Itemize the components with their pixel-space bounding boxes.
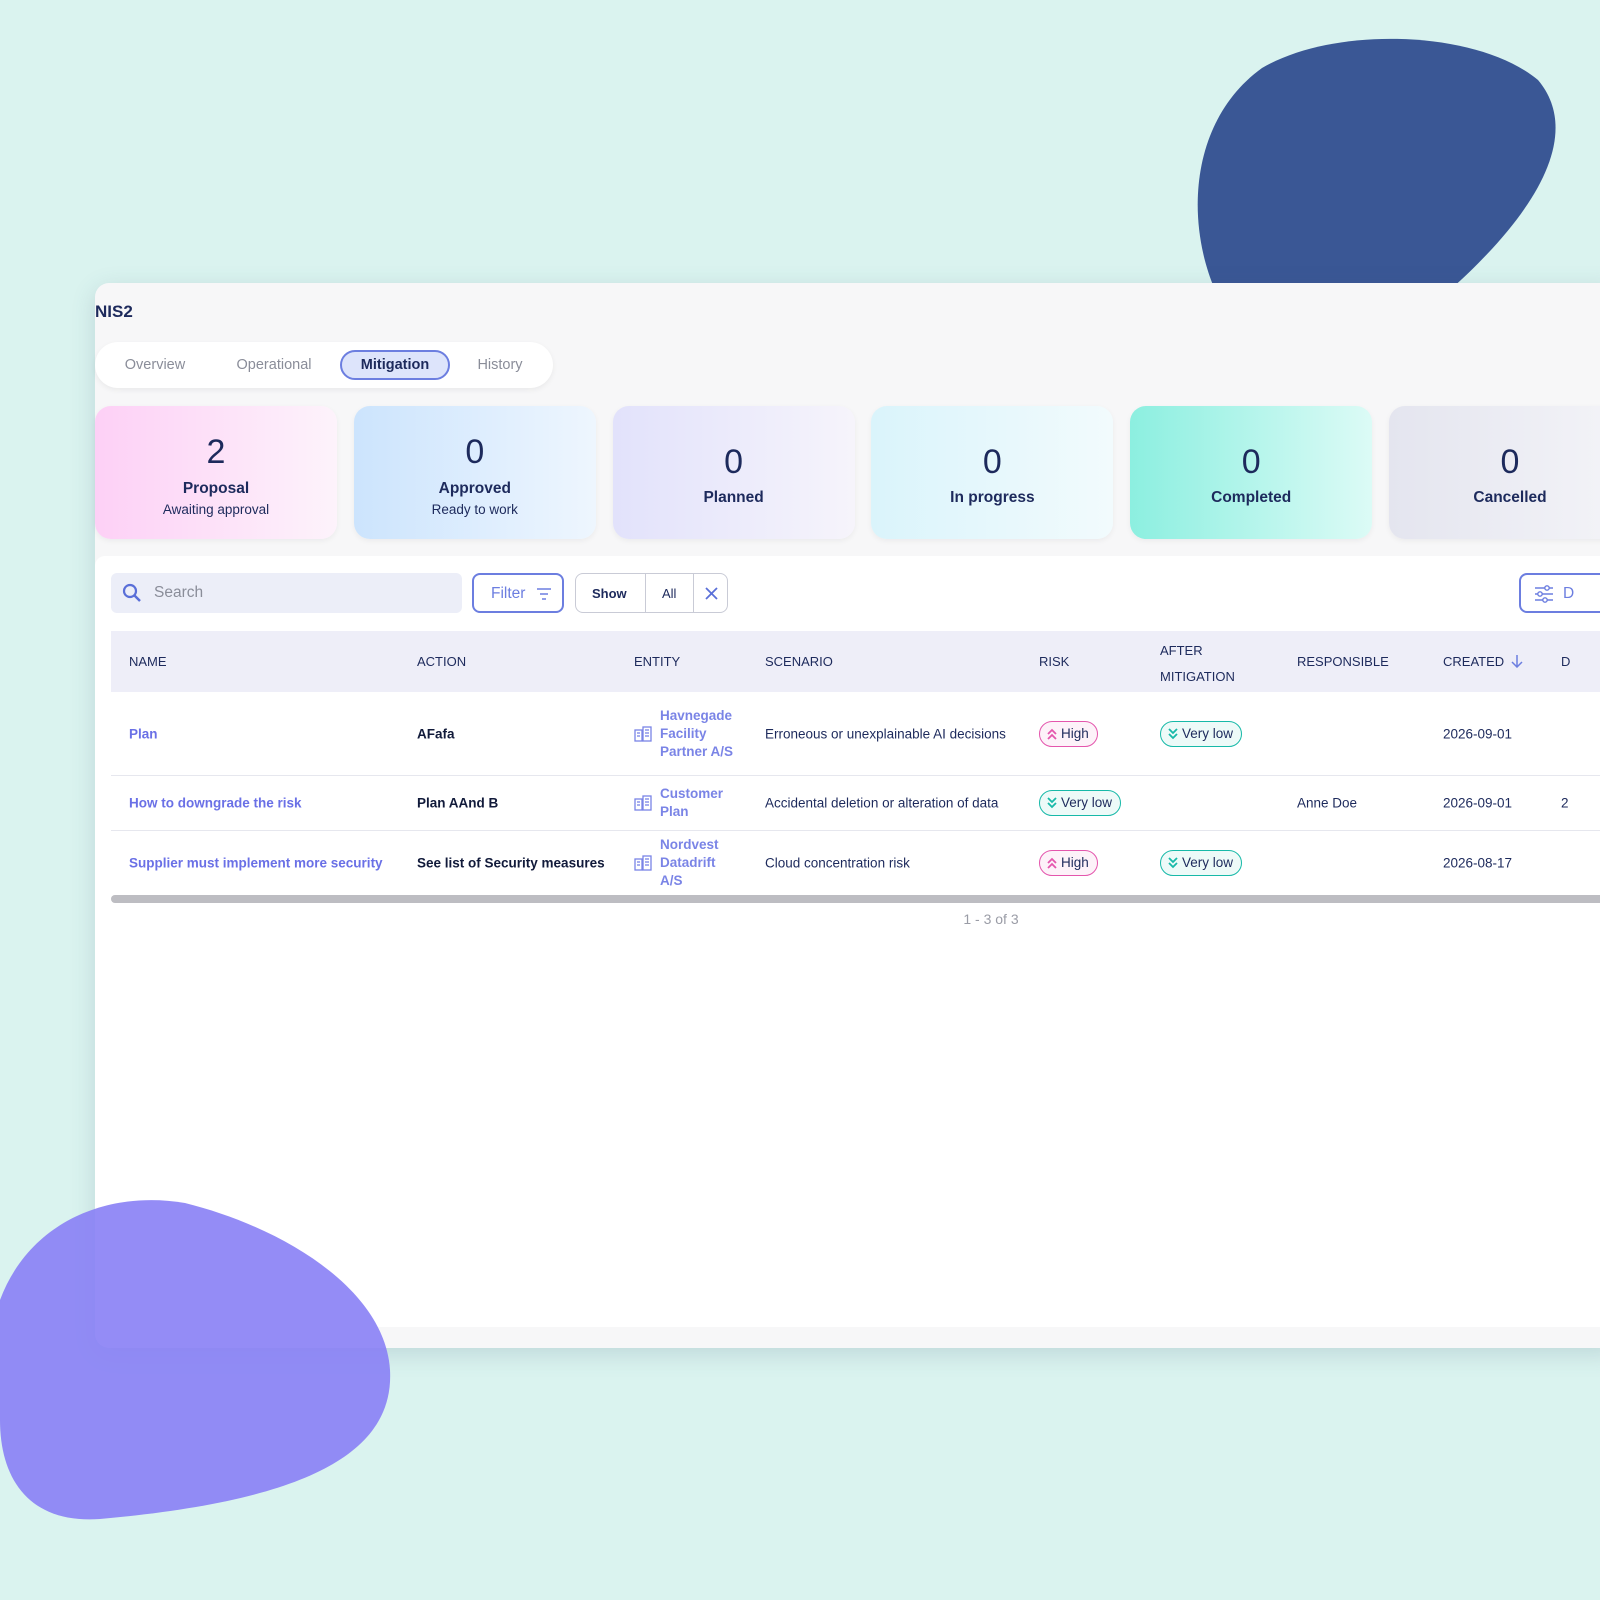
card-label: Proposal: [182, 480, 250, 497]
tab[interactable]: Operational: [236, 357, 312, 373]
column-header: SCENARIO: [765, 654, 833, 669]
column-header: ENTITY: [634, 654, 681, 669]
tab[interactable]: Overview: [124, 357, 186, 373]
show-filter: Show All: [575, 573, 728, 613]
badge-icon: [1168, 727, 1178, 739]
status-card[interactable]: 0 Planned: [612, 406, 855, 539]
search-box[interactable]: Search: [111, 573, 462, 613]
filter-label: Filter: [491, 585, 526, 602]
show-value[interactable]: All: [662, 586, 677, 601]
status-card[interactable]: 0 Completed: [1130, 406, 1373, 539]
status-card[interactable]: 2 Proposal Awaiting approval: [95, 406, 337, 539]
badge: Very low: [1160, 849, 1243, 876]
status-card[interactable]: 0 Cancelled: [1389, 406, 1600, 539]
card-label: In progress: [950, 489, 1035, 506]
badge-icon: [1047, 728, 1057, 740]
search-placeholder: Search: [154, 584, 204, 601]
row-divider: [111, 830, 1600, 831]
card-count: 0: [1241, 443, 1261, 481]
table-header: [111, 631, 1600, 692]
scrollbar[interactable]: [111, 895, 1600, 903]
name-cell[interactable]: How to downgrade the risk: [129, 795, 302, 810]
name-cell[interactable]: Plan: [129, 726, 158, 741]
status-card[interactable]: 0 In progress: [871, 406, 1114, 539]
sort-icon: [1511, 655, 1523, 669]
column-header: AFTER MITIGATION: [1160, 643, 1235, 684]
entity-icon: [634, 854, 652, 871]
badge-label: High: [1061, 725, 1089, 741]
badge-icon: [1047, 857, 1057, 869]
show-label: Show: [592, 586, 627, 601]
scenario-cell: Erroneous or unexplainable AI decisions: [765, 726, 1006, 741]
card-count: 0: [982, 443, 1002, 481]
d-cell: 2: [1561, 795, 1569, 810]
search-icon: [122, 583, 141, 602]
entity-link[interactable]: Customer Plan: [660, 785, 724, 819]
status-card[interactable]: 0 Approved Ready to work: [353, 406, 596, 539]
badge: Very low: [1160, 720, 1243, 747]
card-sublabel: Awaiting approval: [162, 502, 270, 517]
tab-bar: Overview Operational Mitigation History: [95, 342, 553, 388]
divider: [645, 574, 646, 612]
column-header: D: [1561, 654, 1571, 669]
action-cell: See list of Security measures: [417, 855, 605, 870]
card-count: 0: [724, 443, 744, 481]
filter-icon: [537, 588, 551, 600]
card-label: Approved: [438, 480, 511, 497]
view-label: D: [1563, 585, 1575, 602]
entity-icon-wrap: [634, 725, 652, 742]
column-header: NAME: [129, 654, 167, 669]
divider: [693, 574, 694, 612]
badge-icon: [1047, 796, 1057, 808]
created-cell: 2026-08-17: [1443, 855, 1513, 870]
column-header: RESPONSIBLE: [1297, 654, 1389, 669]
badge: High: [1039, 720, 1098, 747]
pagination: 1 - 3 of 3: [963, 911, 1019, 927]
column-header: RISK: [1039, 654, 1070, 669]
scenario-cell: Cloud concentration risk: [765, 855, 910, 870]
scenario-cell: Accidental deletion or alteration of dat…: [765, 795, 999, 810]
page-title: NIS2: [95, 302, 133, 321]
column-header: ACTION: [417, 654, 467, 669]
badge: High: [1039, 849, 1098, 876]
badge-label: Very low: [1182, 725, 1234, 741]
entity-icon-wrap: [634, 794, 652, 811]
badge: Very low: [1039, 789, 1122, 816]
created-cell: 2026-09-01: [1443, 726, 1513, 741]
tab[interactable]: History: [477, 357, 523, 373]
tab[interactable]: Mitigation: [340, 350, 450, 380]
entity-icon: [634, 725, 652, 742]
view-settings-button[interactable]: D: [1519, 573, 1600, 613]
entity-link[interactable]: Havnegade Facility Partner A/S: [660, 707, 734, 759]
settings-icon: [1535, 585, 1553, 603]
badge-label: Very low: [1061, 794, 1113, 810]
responsible-cell: Anne Doe: [1297, 795, 1358, 810]
blob-top: [1197, 38, 1556, 291]
badge-icon: [1168, 856, 1178, 868]
card-sublabel: Ready to work: [431, 502, 518, 517]
created-cell: 2026-09-01: [1443, 795, 1513, 810]
badge-label: Very low: [1182, 854, 1234, 870]
card-label: Completed: [1211, 489, 1292, 506]
column-header[interactable]: CREATED: [1443, 654, 1524, 669]
filter-button[interactable]: Filter: [472, 573, 564, 613]
action-cell: Plan AAnd B: [417, 795, 499, 810]
entity-link[interactable]: Nordvest Datadrift A/S: [660, 836, 719, 888]
action-cell: AFafa: [417, 726, 455, 741]
entity-icon-wrap: [634, 854, 652, 871]
card-label: Planned: [703, 489, 764, 506]
clear-button[interactable]: [705, 587, 718, 600]
card-label: Cancelled: [1473, 489, 1547, 506]
card-count: 0: [465, 433, 485, 471]
card-count: 2: [206, 433, 226, 471]
row-divider: [111, 775, 1600, 776]
badge-label: High: [1061, 854, 1089, 870]
name-cell[interactable]: Supplier must implement more security: [129, 855, 383, 870]
entity-icon: [634, 794, 652, 811]
card-count: 0: [1500, 443, 1520, 481]
